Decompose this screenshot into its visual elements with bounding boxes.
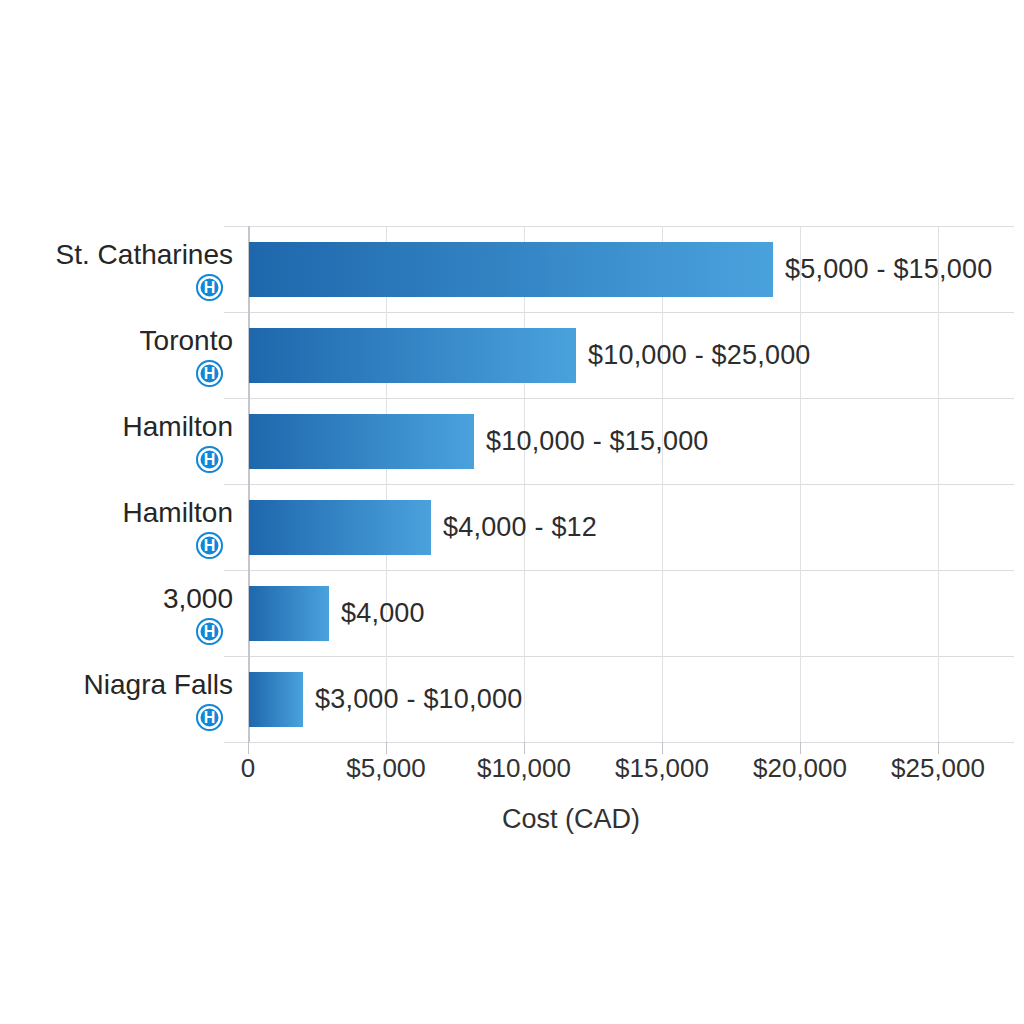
x-tick-label: $25,000 bbox=[891, 753, 985, 784]
bar-value-label: $4,000 bbox=[341, 586, 425, 641]
category-label: Hamilton bbox=[123, 411, 233, 443]
bar-value-label: $10,000 - $15,000 bbox=[486, 414, 709, 469]
x-tick-label: $5,000 bbox=[346, 753, 426, 784]
bar bbox=[249, 586, 329, 641]
x-gridline bbox=[800, 226, 801, 742]
x-tick-label: $20,000 bbox=[753, 753, 847, 784]
category-label-block: 3,000 H bbox=[0, 583, 233, 645]
category-label: Toronto bbox=[140, 325, 233, 357]
bar bbox=[249, 414, 474, 469]
category-label: Hamilton bbox=[123, 497, 233, 529]
row-separator-line bbox=[224, 570, 1014, 571]
x-axis-title: Cost (CAD) bbox=[502, 804, 640, 835]
helipad-h-icon: H bbox=[196, 532, 223, 559]
x-gridline bbox=[938, 226, 939, 742]
bar-value-label: $4,000 - $12 bbox=[443, 500, 597, 555]
bar-value-label: $10,000 - $25,000 bbox=[588, 328, 811, 383]
category-label-block: Niagra Falls H bbox=[0, 669, 233, 731]
row-separator-line bbox=[224, 656, 1014, 657]
x-gridline bbox=[662, 226, 663, 742]
category-label-block: Hamilton H bbox=[0, 411, 233, 473]
bar bbox=[249, 672, 303, 727]
y-axis-line bbox=[248, 226, 250, 742]
x-gridline bbox=[524, 226, 525, 742]
helipad-h-icon: H bbox=[196, 704, 223, 731]
category-label: 3,000 bbox=[163, 583, 233, 615]
x-gridline bbox=[386, 226, 387, 742]
bar bbox=[249, 500, 431, 555]
category-label: Niagra Falls bbox=[84, 669, 233, 701]
cost-bar-chart: 0 $5,000 $10,000 $15,000 $20,000 $25,000 $5,00… bbox=[0, 0, 1024, 1024]
row-separator-line bbox=[224, 226, 1014, 227]
bar-value-label: $3,000 - $10,000 bbox=[315, 672, 522, 727]
category-label-block: Toronto H bbox=[0, 325, 233, 387]
bar bbox=[249, 328, 576, 383]
category-label: St. Catharines bbox=[56, 239, 233, 271]
row-separator-line bbox=[224, 742, 1014, 743]
row-separator-line bbox=[224, 312, 1014, 313]
bar bbox=[249, 242, 773, 297]
x-tick-label: 0 bbox=[241, 753, 255, 784]
helipad-h-icon: H bbox=[196, 618, 223, 645]
helipad-h-icon: H bbox=[196, 360, 223, 387]
x-tick-label: $15,000 bbox=[615, 753, 709, 784]
helipad-h-icon: H bbox=[196, 274, 223, 301]
category-label-block: St. Catharines H bbox=[0, 239, 233, 301]
bar-value-label: $5,000 - $15,000 bbox=[785, 242, 992, 297]
helipad-h-icon: H bbox=[196, 446, 223, 473]
x-tick-label: $10,000 bbox=[477, 753, 571, 784]
category-label-block: Hamilton H bbox=[0, 497, 233, 559]
row-separator-line bbox=[224, 398, 1014, 399]
row-separator-line bbox=[224, 484, 1014, 485]
